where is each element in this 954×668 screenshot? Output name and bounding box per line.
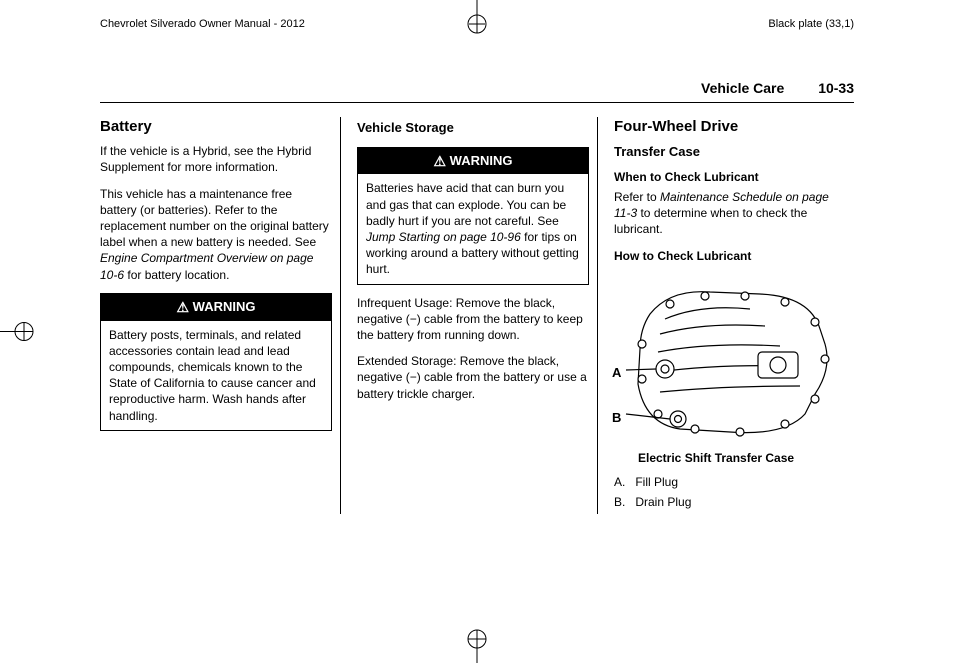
manual-title: Chevrolet Silverado Owner Manual - 2012 [100, 18, 305, 30]
page-content: Vehicle Care 10-33 Battery If the vehicl… [100, 80, 854, 613]
warning-title: ⚠ WARNING [101, 294, 331, 321]
page-header: Vehicle Care 10-33 [100, 80, 854, 103]
warning-body-lead: Battery posts, terminals, and related ac… [101, 321, 331, 430]
section-name: Vehicle Care [701, 80, 784, 96]
diagram-caption: Electric Shift Transfer Case [638, 450, 846, 466]
warning-icon: ⚠ [176, 299, 189, 315]
vehicle-storage-heading: Vehicle Storage [357, 119, 589, 137]
crop-mark-left [0, 314, 36, 355]
when-check-heading: When to Check Lubricant [614, 169, 846, 185]
infrequent-usage: Infrequent Usage: Remove the black, nega… [357, 295, 589, 344]
warning-icon: ⚠ [433, 153, 446, 169]
when-check-text: Refer to Maintenance Schedule on page 11… [614, 189, 846, 238]
battery-p2: This vehicle has a maintenance free batt… [100, 186, 332, 283]
column-1: Battery If the vehicle is a Hybrid, see … [100, 117, 340, 514]
transfer-case-heading: Transfer Case [614, 143, 846, 161]
ref-jump-starting: Jump Starting on page 10-96 [366, 230, 521, 244]
warning-body-acid: Batteries have acid that can burn you an… [358, 174, 588, 283]
column-3: Four-Wheel Drive Transfer Case When to C… [597, 117, 854, 514]
plate-info: Black plate (33,1) [768, 18, 854, 30]
diagram-label-b: B [612, 409, 621, 427]
warning-box-lead: ⚠ WARNING Battery posts, terminals, and … [100, 293, 332, 431]
transfer-case-diagram: A B [610, 274, 840, 444]
print-header: Chevrolet Silverado Owner Manual - 2012 … [0, 18, 954, 30]
fwd-heading: Four-Wheel Drive [614, 117, 846, 137]
diagram-label-a: A [612, 364, 621, 382]
battery-heading: Battery [100, 117, 332, 137]
page-number: 10-33 [818, 80, 854, 96]
how-check-heading: How to Check Lubricant [614, 248, 846, 264]
battery-p1: If the vehicle is a Hybrid, see the Hybr… [100, 143, 332, 175]
column-2: Vehicle Storage ⚠ WARNING Batteries have… [340, 117, 597, 514]
crop-mark-bottom [459, 627, 495, 668]
legend-a: A. Fill Plug [614, 474, 846, 490]
extended-storage: Extended Storage: Remove the black, nega… [357, 353, 589, 402]
legend-b: B. Drain Plug [614, 494, 846, 510]
warning-box-acid: ⚠ WARNING Batteries have acid that can b… [357, 147, 589, 285]
warning-title: ⚠ WARNING [358, 148, 588, 175]
